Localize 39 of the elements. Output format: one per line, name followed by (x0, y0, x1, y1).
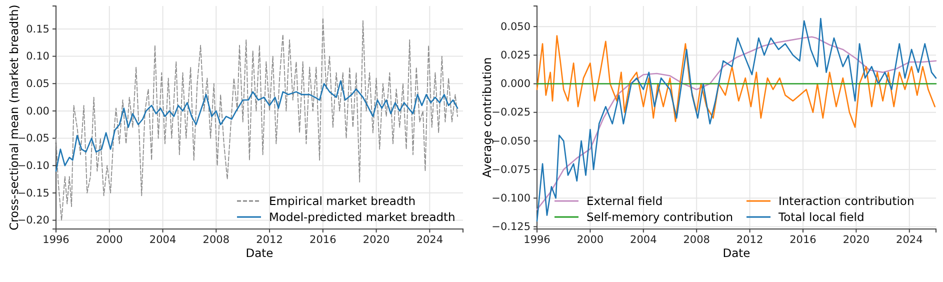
x-tick-label: 2024 (896, 234, 924, 246)
y-tick-label: −0.125 (492, 221, 530, 234)
line-series (55, 80, 458, 172)
legend-label: External field (586, 194, 663, 208)
x-tick-label: 2008 (683, 234, 710, 246)
y-tick-label: 0.15 (26, 23, 50, 36)
legend-label: Interaction contribution (778, 194, 914, 208)
y-tick-label: 0.050 (500, 20, 530, 33)
x-tick-label: 2008 (202, 234, 230, 246)
x-tick-label: 2016 (790, 234, 817, 246)
x-tick-label: 1996 (524, 234, 551, 246)
x-tick-label: 2012 (256, 234, 283, 246)
y-tick-label: 0.000 (500, 78, 530, 90)
y-tick-label: −0.025 (492, 106, 530, 119)
x-tick-label: 2020 (842, 234, 870, 246)
x-axis-title: Date (246, 246, 274, 260)
y-axis-title: Average contribution (480, 57, 494, 178)
y-tick-label: −0.100 (492, 192, 530, 204)
y-tick-label: −0.075 (492, 164, 530, 176)
x-tick-label: 2000 (576, 234, 604, 246)
x-tick-label: 2004 (149, 234, 176, 246)
x-tick-label: 1996 (42, 234, 70, 246)
x-tick-label: 2024 (416, 234, 444, 246)
y-tick-label: −0.050 (492, 135, 530, 148)
legend-label: Empirical market breadth (269, 194, 416, 208)
y-tick-label: 0.05 (26, 78, 50, 90)
x-tick-label: 2000 (96, 234, 123, 246)
x-tick-label: 2004 (630, 234, 658, 246)
x-tick-label: 2016 (310, 234, 337, 246)
legend-label: Self-memory contribution (586, 210, 734, 224)
line-series (536, 35, 936, 128)
y-tick-label: 0.10 (26, 50, 50, 63)
y-tick-label: 0.00 (26, 105, 50, 118)
legend-label: Total local field (778, 210, 864, 224)
x-tick-label: 2012 (736, 234, 764, 246)
x-axis-title: Date (722, 246, 750, 260)
y-tick-label: 0.025 (500, 50, 530, 62)
legend-label: Model-predicted market breadth (269, 210, 456, 224)
x-tick-label: 2020 (362, 234, 390, 246)
